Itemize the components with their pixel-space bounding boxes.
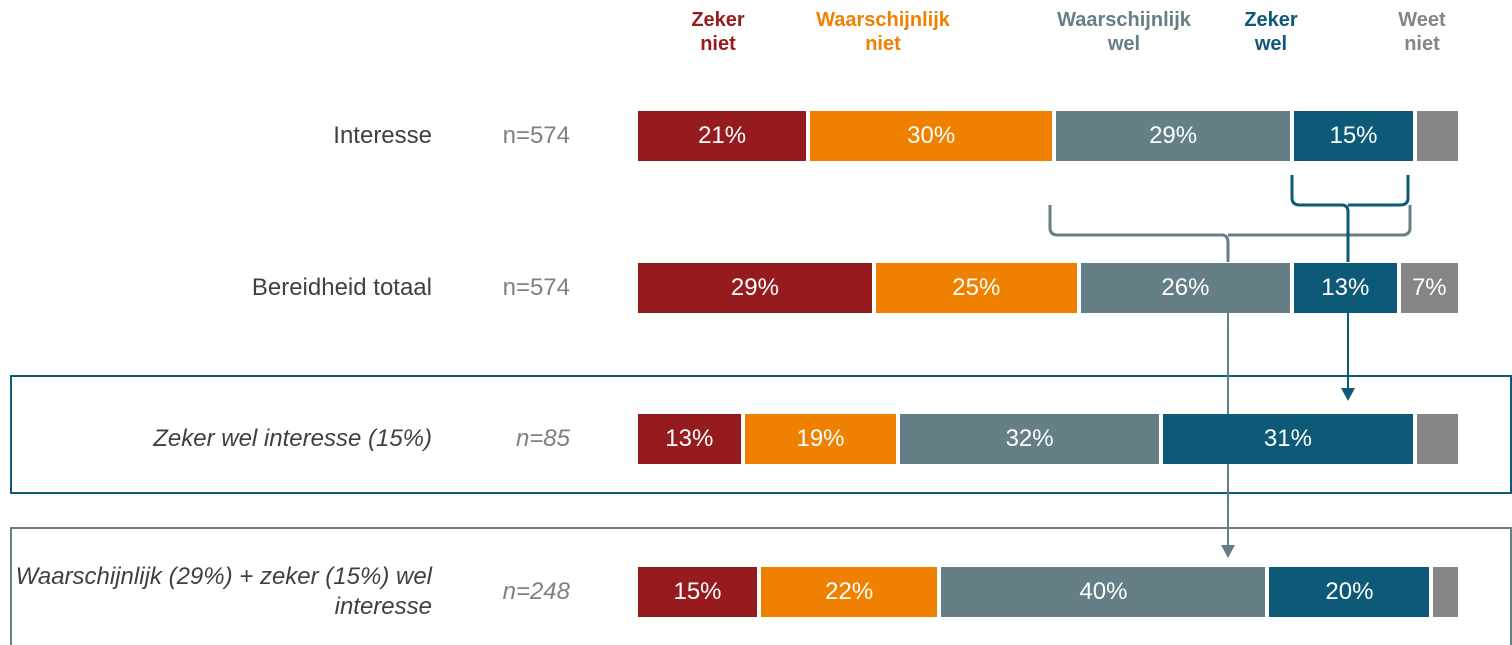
bracket	[1290, 175, 1410, 262]
sample-size: n=248	[502, 578, 570, 605]
bar-segment	[1269, 567, 1430, 617]
sample-size: n=574	[502, 274, 570, 301]
value-label: 31%	[1263, 425, 1312, 452]
value-label: 25%	[952, 274, 1001, 301]
category-label: Interesse	[333, 122, 432, 149]
value-label: 26%	[1161, 274, 1210, 301]
legend-label: Zeker wel	[1244, 9, 1298, 55]
bar-segment	[900, 414, 1159, 464]
value-label: 13%	[665, 425, 714, 452]
value-label: 29%	[730, 274, 779, 301]
bar-segment	[1417, 414, 1458, 464]
value-label: 20%	[1325, 578, 1374, 605]
bar-segment	[1162, 414, 1413, 464]
legend-label: Waarschijnlijk wel	[1057, 9, 1191, 55]
value-label: 15%	[673, 578, 722, 605]
bar-segment	[941, 567, 1266, 617]
bar-segment	[761, 567, 938, 617]
bar-segment	[810, 111, 1053, 161]
arrow-head	[1341, 388, 1355, 401]
bar-segment	[1294, 263, 1397, 313]
bar-segment	[638, 263, 872, 313]
legend-label: Zeker niet	[691, 9, 745, 55]
bar-segment	[638, 567, 757, 617]
bar-segment	[1080, 263, 1290, 313]
value-label: 13%	[1321, 274, 1370, 301]
legend-label: Weet niet	[1398, 9, 1446, 55]
sample-size: n=85	[515, 425, 570, 452]
value-label: 7%	[1411, 274, 1447, 301]
bar-segment	[1294, 111, 1413, 161]
bar-segment	[638, 414, 741, 464]
bar-segment	[1056, 111, 1290, 161]
value-label: 15%	[1329, 122, 1378, 149]
value-label: 19%	[796, 425, 845, 452]
value-label: 40%	[1079, 578, 1128, 605]
arrow-head	[1221, 545, 1235, 558]
highlight-box	[10, 375, 1512, 494]
category-label: Zeker wel interesse (15%)	[153, 425, 432, 452]
value-label: 21%	[698, 122, 747, 149]
value-label: 30%	[907, 122, 956, 149]
category-label: Bereidheid totaal	[251, 274, 432, 301]
value-label: 29%	[1149, 122, 1198, 149]
value-label: 32%	[1005, 425, 1054, 452]
bar-segment	[1417, 111, 1458, 161]
bracket	[1048, 205, 1412, 262]
bar-segment	[638, 111, 807, 161]
legend-label: Waarschijnlijk niet	[816, 9, 950, 55]
category-label: Waarschijnlijk (29%) + zeker (15%) wel i…	[15, 563, 432, 620]
bar-segment	[1400, 263, 1458, 313]
highlight-box	[10, 527, 1512, 645]
bar-segment	[1433, 567, 1458, 617]
value-label: 22%	[825, 578, 874, 605]
sample-size: n=574	[502, 122, 570, 149]
bar-segment	[744, 414, 897, 464]
bar-segment	[875, 263, 1077, 313]
